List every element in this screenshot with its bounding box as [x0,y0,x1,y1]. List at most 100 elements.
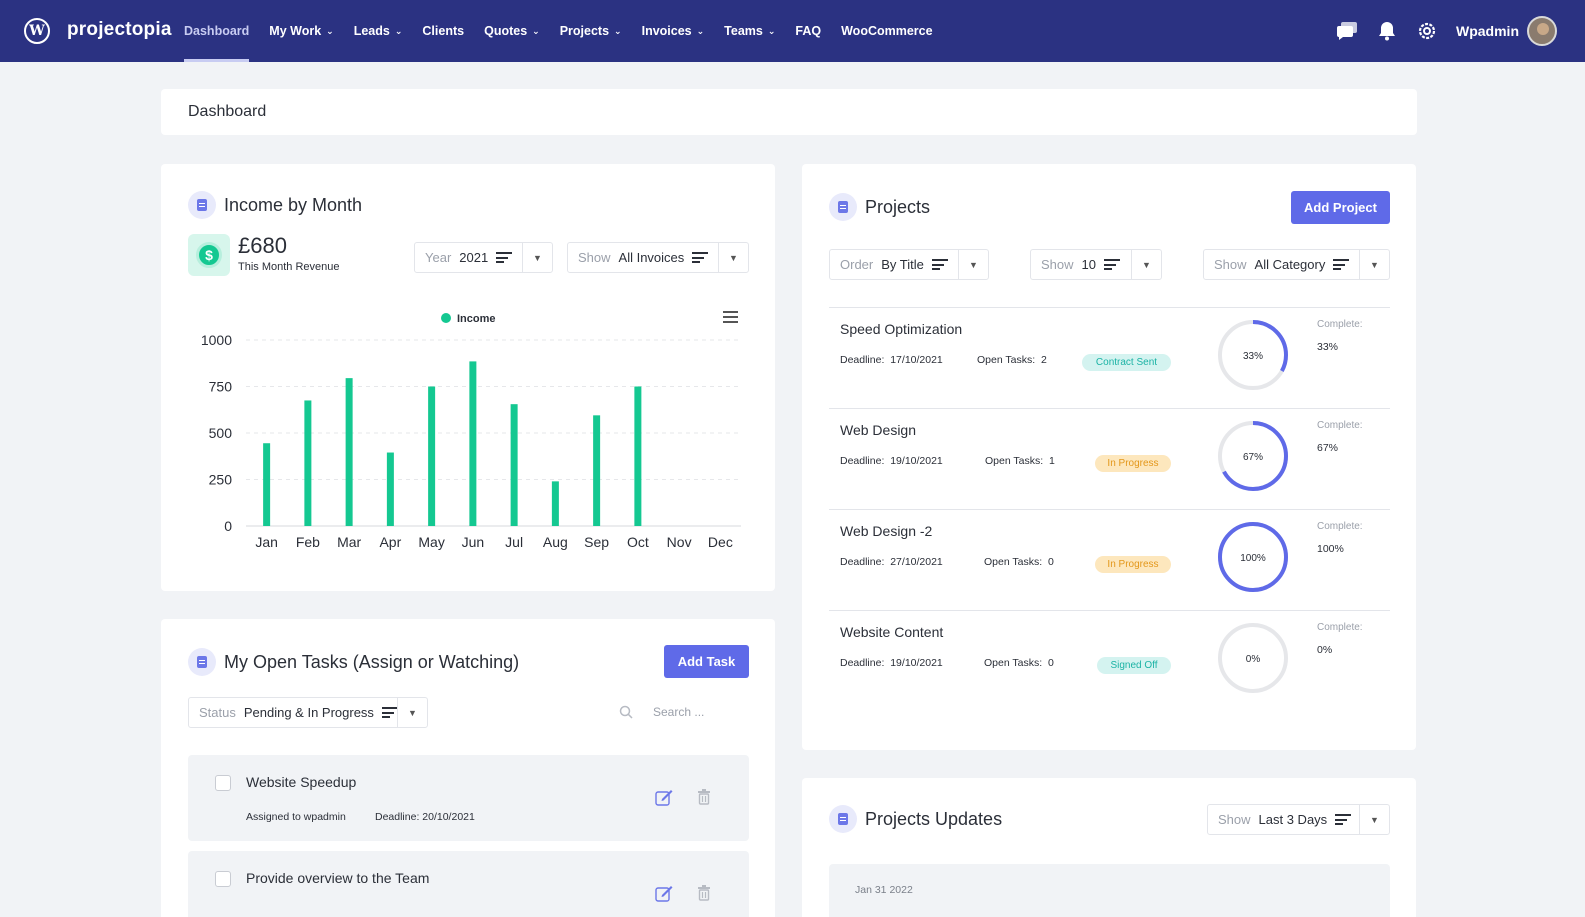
revenue-icon: $ [188,234,230,276]
caret-down-icon[interactable]: ▼ [522,243,552,272]
nav-faq[interactable]: FAQ [795,0,821,62]
caret-down-icon[interactable]: ▼ [958,250,988,279]
task-title[interactable]: Provide overview to the Team [246,870,430,886]
caret-down-icon[interactable]: ▼ [1359,250,1389,279]
status-badge: In Progress [1095,556,1171,573]
nav-leads[interactable]: Leads ⌄ [354,0,403,62]
search-icon [619,705,633,719]
chevron-down-icon: ⌄ [614,25,622,36]
caret-down-icon[interactable]: ▼ [1359,805,1389,834]
nav-projects[interactable]: Projects ⌄ [560,0,622,62]
sort-lines-icon [1333,259,1350,270]
bar-aug[interactable] [551,481,559,526]
task-item[interactable]: Website Speedup Assigned to wpadmin Dead… [188,755,749,841]
sort-lines-icon [1335,814,1352,825]
chevron-down-icon: ⌄ [326,25,334,36]
bar-mar[interactable] [345,378,353,526]
progress-ring-text: 33% [1243,351,1263,362]
updates-range-select[interactable]: Show Last 3 Days ▼ [1207,804,1390,835]
edit-icon[interactable] [655,788,673,806]
caret-down-icon[interactable]: ▼ [718,243,748,272]
chart-legend[interactable]: Income [441,313,496,325]
chat-icon[interactable] [1336,20,1358,42]
x-tick-label: Dec [708,534,733,550]
project-row[interactable]: Web Design Deadline: 19/10/2021 Open Tas… [829,408,1390,509]
edit-icon[interactable] [655,884,673,902]
add-project-button[interactable]: Add Project [1291,191,1390,224]
x-tick-label: Mar [337,534,361,550]
project-name[interactable]: Web Design -2 [840,523,933,539]
bar-jun[interactable] [469,361,477,526]
trash-icon[interactable] [695,788,713,806]
add-task-button[interactable]: Add Task [664,645,749,678]
y-tick-label: 1000 [201,332,232,348]
project-name[interactable]: Web Design [840,422,917,438]
bar-may[interactable] [428,386,436,527]
nav-invoices[interactable]: Invoices ⌄ [642,0,705,62]
nav-my-work[interactable]: My Work ⌄ [269,0,333,62]
bar-oct[interactable] [634,386,642,527]
bar-apr[interactable] [386,452,394,526]
open-tasks-value: 0 [1048,657,1054,669]
chart-y-axis: 0 250 500 750 1000 [201,332,232,534]
nav-clients[interactable]: Clients [422,0,464,62]
brand-name[interactable]: projectopia [67,19,172,40]
y-tick-label: 0 [224,518,232,534]
task-search[interactable]: Search ... [619,705,704,719]
invoices-filter-select[interactable]: Show All Invoices ▼ [567,242,749,273]
nav-label: Projects [559,24,610,38]
progress-ring: 0% [1218,623,1288,693]
nav-dashboard[interactable]: Dashboard [184,0,250,62]
project-category-select[interactable]: Show All Category ▼ [1203,249,1390,280]
y-tick-label: 750 [209,379,233,395]
task-item[interactable]: Provide overview to the Team [188,851,749,917]
project-count-label: Show [1041,257,1074,272]
chart-menu-icon[interactable] [723,311,738,323]
gear-icon[interactable] [1416,20,1438,42]
sort-lines-icon [496,252,513,263]
project-order-value: By Title [881,257,924,272]
x-tick-label: Aug [543,534,568,550]
nav-quotes[interactable]: Quotes ⌄ [484,0,540,62]
document-icon [188,648,216,676]
bar-sep[interactable] [593,415,601,526]
open-tasks-label: Open Tasks: [985,455,1044,467]
bell-icon[interactable] [1376,20,1398,42]
task-status-select[interactable]: Status Pending & In Progress ▼ [188,697,428,728]
complete-label: Complete: [1317,521,1363,532]
caret-down-icon[interactable]: ▼ [1131,250,1161,279]
year-select[interactable]: Year 2021 ▼ [414,242,553,273]
task-checkbox[interactable] [215,871,231,887]
project-order-label: Order [840,257,874,272]
task-title[interactable]: Website Speedup [246,774,357,790]
dollar-icon: $ [196,242,222,268]
task-checkbox[interactable] [215,775,231,791]
user-name[interactable]: Wpadmin [1456,23,1519,39]
trash-icon[interactable] [695,884,713,902]
wordpress-logo-icon[interactable]: W [24,18,50,44]
avatar[interactable] [1527,16,1557,46]
year-select-label: Year [425,250,452,265]
project-order-select[interactable]: Order By Title ▼ [829,249,989,280]
invoices-filter-label: Show [578,250,611,265]
project-row[interactable]: Speed Optimization Deadline: 17/10/2021 … [829,307,1390,408]
bar-jan[interactable] [263,443,271,526]
deadline-value: 19/10/2021 [890,657,943,669]
bar-feb[interactable] [304,400,312,526]
page-title: Dashboard [188,103,267,120]
project-open-tasks: Open Tasks: 0 [984,556,1054,568]
deadline-value: 17/10/2021 [890,354,943,366]
project-name[interactable]: Website Content [840,624,944,640]
nav-teams[interactable]: Teams ⌄ [724,0,775,62]
project-row[interactable]: Web Design -2 Deadline: 27/10/2021 Open … [829,509,1390,610]
bar-jul[interactable] [510,404,518,526]
y-tick-label: 500 [209,425,233,441]
project-name[interactable]: Speed Optimization [840,321,963,337]
x-tick-label: Sep [584,534,609,550]
project-count-select[interactable]: Show 10 ▼ [1030,249,1162,280]
project-row[interactable]: Website Content Deadline: 19/10/2021 Ope… [829,610,1390,711]
search-input[interactable]: Search ... [653,705,705,719]
nav-woocommerce[interactable]: WooCommerce [841,0,932,62]
caret-down-icon[interactable]: ▼ [397,698,427,727]
nav-label: My Work [269,24,322,38]
